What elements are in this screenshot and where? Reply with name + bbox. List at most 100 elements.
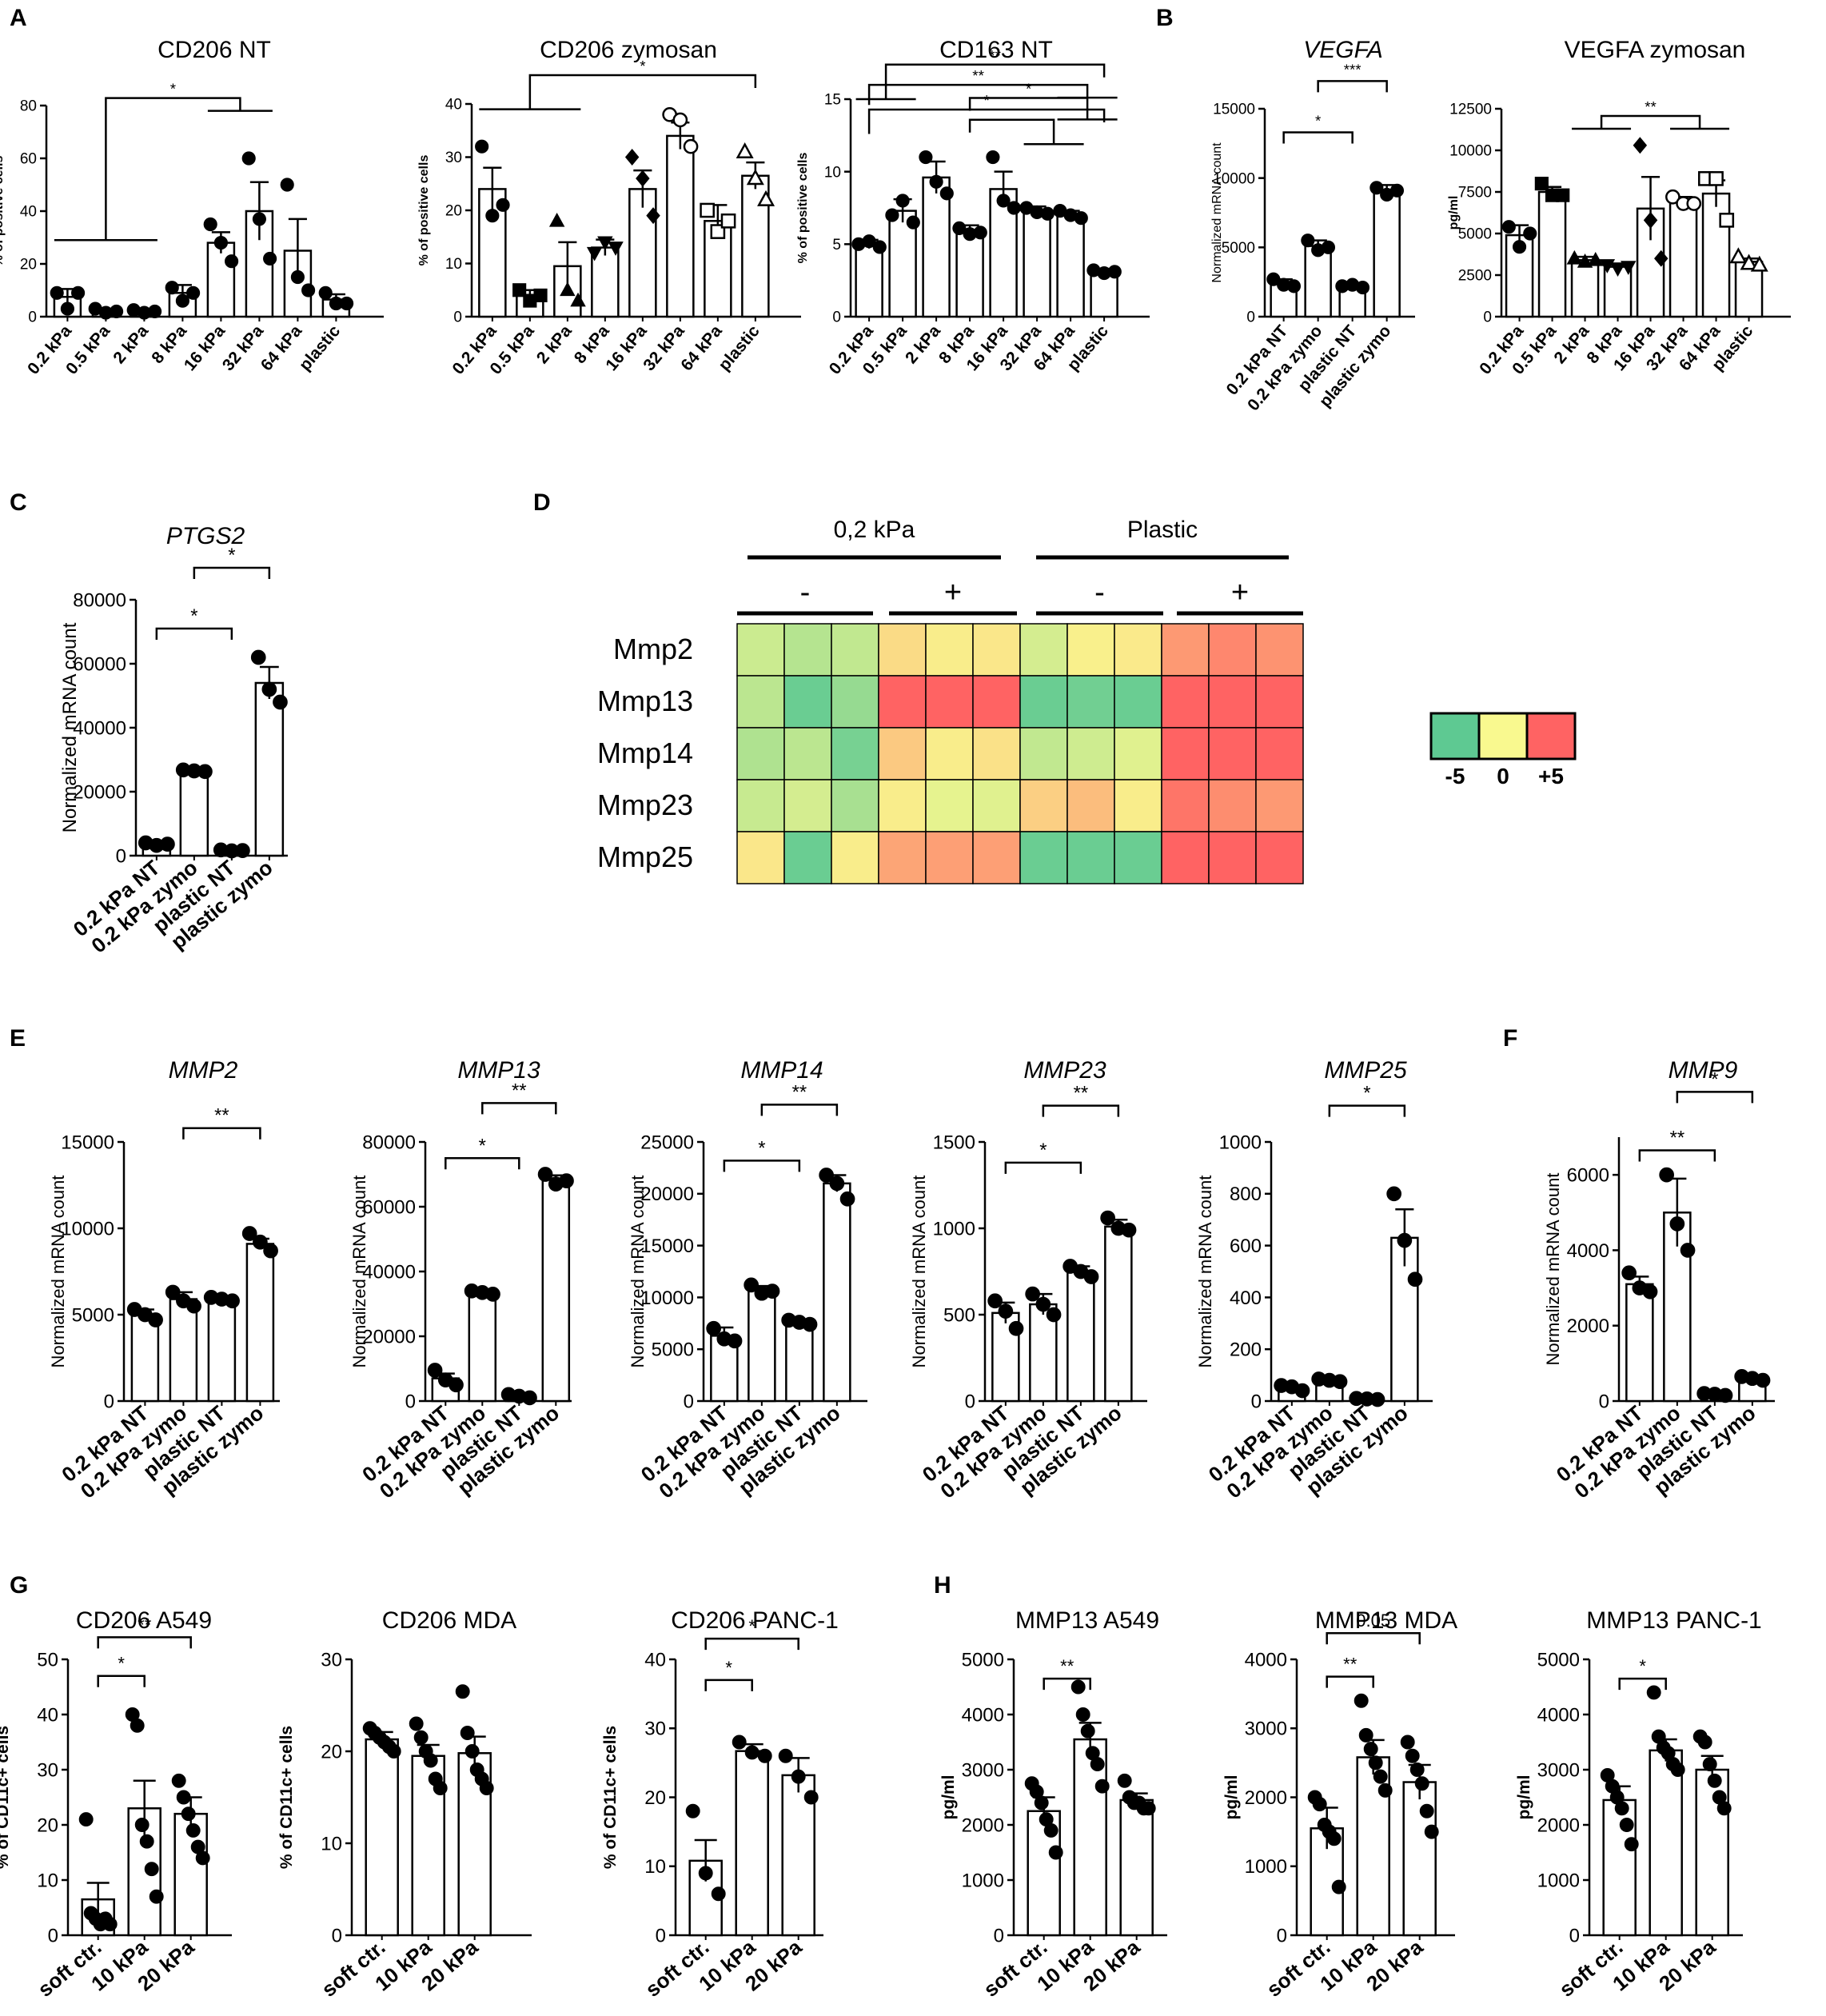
heatmap-cell <box>925 623 974 677</box>
chart-title: CD206 A549 <box>76 1607 212 1634</box>
data-point <box>1409 1763 1425 1777</box>
data-point <box>1414 1776 1429 1791</box>
chart-title: MMP13 A549 <box>1015 1607 1159 1634</box>
y-tick-label: 6000 <box>1567 1165 1609 1187</box>
data-point <box>148 1312 163 1327</box>
heatmap-cell <box>878 727 927 780</box>
chart-g3: CD206 PANC-1 0 10 20 30 40 % of CD11c+ cells so… <box>601 1607 839 2002</box>
data-point <box>512 283 527 297</box>
data-point <box>996 194 1011 208</box>
x-tick-label: soft ctr. <box>1262 1935 1334 2002</box>
y-tick-label: 4000 <box>962 1704 1004 1726</box>
data-point <box>1070 1679 1086 1695</box>
data-point <box>1534 177 1549 191</box>
y-tick-label: 0 <box>1246 309 1255 326</box>
data-point <box>165 281 179 295</box>
heatmap-gene-label: Mmp25 <box>597 840 693 873</box>
y-tick-label: 30 <box>321 1649 342 1671</box>
data-point <box>736 142 754 158</box>
panel-label-b: B <box>1156 5 1174 31</box>
data-point <box>1397 1232 1413 1248</box>
chart-title: CD206 zymosan <box>540 37 717 63</box>
data-point <box>533 288 548 302</box>
y-tick-label: 1500 <box>933 1132 975 1153</box>
y-tick-label: 15 <box>824 92 841 109</box>
data-point <box>186 1298 201 1314</box>
bracket-label: * <box>228 545 235 566</box>
heatmap-cell <box>1066 779 1115 832</box>
bar <box>1073 1738 1107 1937</box>
data-point <box>485 209 500 223</box>
data-point <box>727 1333 743 1349</box>
bracket-line <box>97 1675 146 1687</box>
bar <box>1649 1749 1683 1937</box>
bracket-line <box>1043 1677 1091 1691</box>
bracket-line <box>1042 1104 1120 1117</box>
data-point <box>1619 1818 1634 1832</box>
data-point <box>102 1917 118 1932</box>
y-tick-label: 10000 <box>640 1287 694 1309</box>
data-point <box>1025 1286 1040 1302</box>
data-point <box>1080 1723 1095 1739</box>
data-point <box>1048 1845 1063 1860</box>
heatmap-cell <box>972 779 1021 832</box>
y-tick-label: 5000 <box>72 1304 114 1326</box>
chart-title: MMP13 MDA <box>1315 1607 1457 1634</box>
color-scale-swatch <box>1429 712 1481 760</box>
heatmap-cell <box>1066 831 1115 884</box>
significance-bracket: * <box>54 81 273 242</box>
data-point <box>409 1716 424 1731</box>
bar <box>666 134 695 318</box>
data-point <box>998 1303 1014 1319</box>
data-point <box>455 1684 470 1699</box>
data-point <box>241 151 256 166</box>
data-point <box>1326 1831 1342 1846</box>
chart-e3: MMP14 0 5000 10000 15000 20000 25000 Normalized… <box>628 1057 867 1503</box>
x-tick-label: 2 kPa <box>110 321 152 367</box>
y-tick-label: 0 <box>656 1925 666 1946</box>
y-axis-label: Normalized mRNA count <box>349 1176 369 1368</box>
heatmap-cell <box>972 831 1021 884</box>
heatmap-cell <box>1161 623 1210 677</box>
chart-e1: MMP2 0 5000 10000 15000 Normalized mRNA count… <box>48 1057 280 1503</box>
y-tick-label: 4000 <box>1567 1240 1609 1262</box>
panel-label-c: C <box>10 489 27 516</box>
y-axis-label: % of positive cells <box>0 156 6 267</box>
significance-bracket: ** <box>97 1615 192 1649</box>
heatmap-sign-label: + <box>944 576 962 609</box>
y-tick-label: 4000 <box>1245 1649 1287 1671</box>
significance-bracket: * <box>479 58 757 110</box>
data-point <box>1633 137 1648 154</box>
data-point <box>263 1243 278 1259</box>
bracket-label: * <box>640 58 645 74</box>
bar <box>254 681 285 857</box>
y-axis-label: Normalized mRNA count <box>1543 1173 1563 1366</box>
chart-title: VEGFA <box>1303 37 1382 63</box>
data-point <box>1621 261 1637 275</box>
heatmap-cell <box>1255 727 1304 780</box>
data-point <box>720 213 736 229</box>
bar <box>245 1243 275 1403</box>
y-tick-label: 40 <box>37 1704 58 1726</box>
bracket-line <box>704 1679 753 1691</box>
y-tick-label: 0 <box>1251 1391 1262 1412</box>
data-point <box>181 1806 196 1822</box>
y-tick-label: 60000 <box>73 653 126 675</box>
x-tick-label: soft ctr. <box>1554 1935 1627 2002</box>
data-point <box>1046 1307 1062 1323</box>
y-tick-label: 7500 <box>1458 185 1492 202</box>
significance-bracket: * <box>968 81 1118 121</box>
heatmap-cell <box>783 831 832 884</box>
y-tick-label: 25000 <box>640 1132 694 1153</box>
data-point <box>464 1744 480 1759</box>
data-point <box>1716 1801 1732 1816</box>
y-axis-label: Normalized mRNA count <box>1195 1176 1215 1368</box>
data-point <box>1419 1803 1434 1818</box>
y-tick-label: 0 <box>104 1391 114 1412</box>
data-point <box>744 1277 759 1293</box>
heatmap-cell <box>736 675 785 729</box>
heatmap-cell <box>1208 779 1257 832</box>
bracket-line <box>1326 1675 1374 1688</box>
